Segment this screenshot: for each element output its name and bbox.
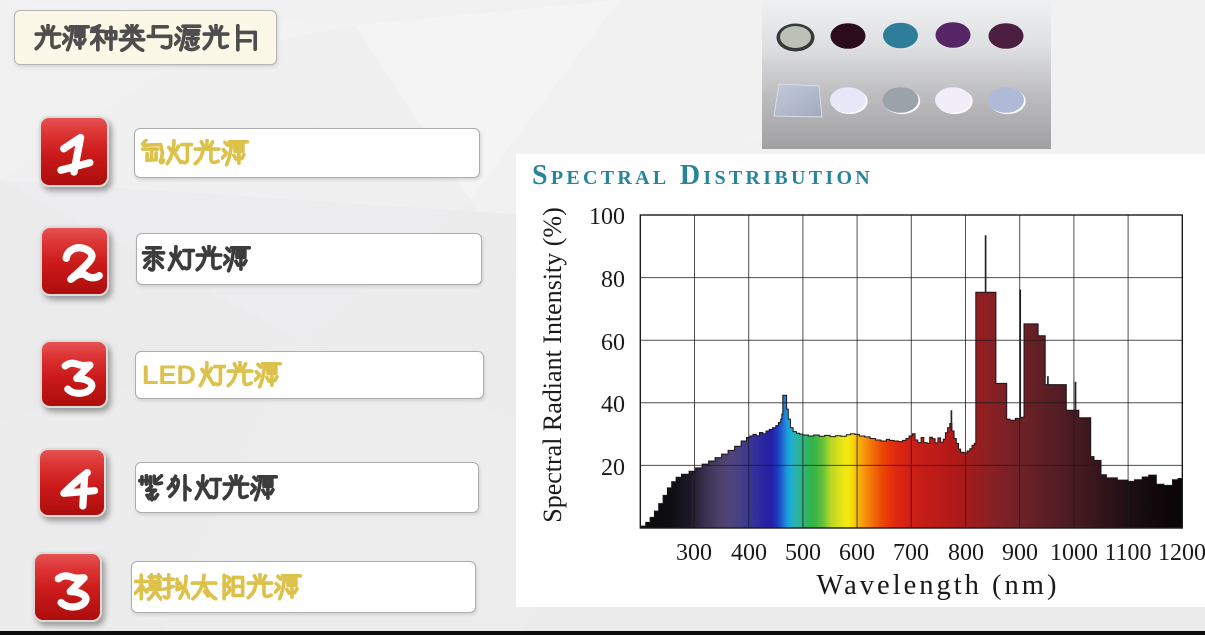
svg-text:400: 400 xyxy=(731,540,767,566)
svg-text:40: 40 xyxy=(601,392,625,418)
svg-text:Wavelength (nm): Wavelength (nm) xyxy=(817,570,1060,601)
svg-text:300: 300 xyxy=(676,540,712,566)
svg-text:100: 100 xyxy=(589,204,625,230)
svg-text:900: 900 xyxy=(1002,540,1038,566)
svg-text:500: 500 xyxy=(785,540,821,566)
svg-text:1200: 1200 xyxy=(1158,540,1205,566)
svg-text:1100: 1100 xyxy=(1104,540,1151,566)
svg-text:700: 700 xyxy=(893,540,929,566)
svg-text:600: 600 xyxy=(839,540,875,566)
svg-text:60: 60 xyxy=(601,330,625,356)
svg-text:800: 800 xyxy=(948,540,984,566)
svg-text:1000: 1000 xyxy=(1050,540,1098,566)
svg-text:80: 80 xyxy=(601,267,625,293)
svg-text:20: 20 xyxy=(601,455,625,481)
